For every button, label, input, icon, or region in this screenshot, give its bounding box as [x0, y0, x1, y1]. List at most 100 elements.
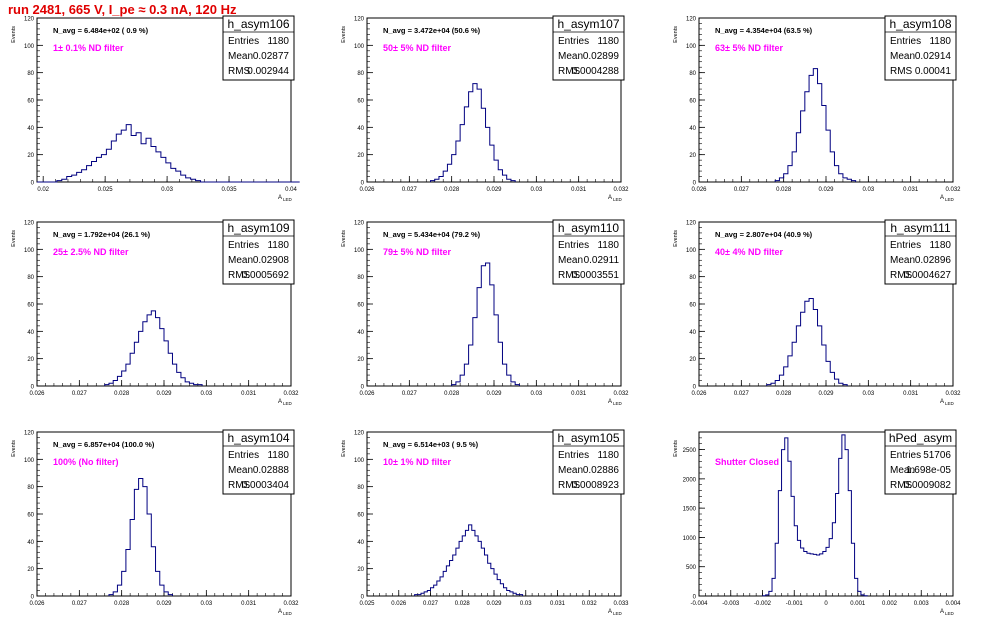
y-tick-label: 80: [27, 71, 34, 77]
y-tick-label: 120: [686, 221, 697, 227]
x-tick-label: 0.031: [241, 391, 257, 397]
histogram-panel-h_asym104: 0 20 40 60 80 100 120 0.026 0.027 0.028 0.029 0.03 0…: [11, 429, 299, 616]
x-tick-label: 0.028: [114, 391, 130, 397]
y-tick-label: 80: [27, 275, 34, 281]
y-tick-label: 0: [361, 385, 365, 391]
stats-title: h_asym107: [557, 17, 619, 31]
x-tick-label: -0.002: [754, 601, 772, 607]
stats-key: Entries: [890, 240, 921, 251]
y-tick-label: 0: [31, 595, 35, 601]
y-tick-label: 100: [354, 44, 365, 50]
y-tick-label: 0: [693, 385, 697, 391]
y-axis-title: Events: [341, 440, 347, 457]
stats-value: 0.002944: [247, 66, 289, 77]
y-tick-label: 120: [354, 17, 365, 23]
x-axis-subscript: LED: [283, 611, 293, 616]
histogram-line: [37, 124, 300, 183]
y-tick-label: 100: [686, 248, 697, 254]
stats-key: Mean: [228, 255, 253, 266]
stats-key: Mean: [558, 465, 583, 476]
y-tick-label: 20: [27, 567, 34, 573]
x-tick-label: 0.032: [613, 187, 629, 193]
y-tick-label: 2500: [683, 448, 697, 454]
x-axis-subscript: LED: [945, 197, 955, 202]
stats-key: RMS: [890, 270, 913, 281]
y-tick-label: 20: [27, 357, 34, 363]
stats-value: 0.0003404: [242, 480, 290, 491]
y-tick-label: 100: [686, 44, 697, 50]
stats-key: RMS: [558, 66, 581, 77]
y-tick-label: 20: [357, 153, 364, 159]
stats-value: 0.0005692: [242, 270, 290, 281]
histogram-line: [108, 477, 173, 596]
stats-key: RMS: [558, 270, 581, 281]
stats-key: Mean: [890, 465, 915, 476]
y-tick-label: 20: [689, 357, 696, 363]
x-tick-label: 0.001: [850, 601, 866, 607]
x-axis-title: A: [278, 195, 282, 201]
x-axis-title: A: [278, 609, 282, 615]
stats-key: RMS: [558, 480, 581, 491]
stats-key: RMS: [228, 480, 251, 491]
histogram-line: [762, 434, 868, 597]
y-tick-label: 1000: [683, 536, 697, 542]
stats-value: 0.02877: [253, 51, 290, 62]
y-axis-title: Events: [673, 26, 679, 43]
stats-value: 51706: [923, 450, 951, 461]
y-tick-label: 80: [689, 71, 696, 77]
y-tick-label: 120: [354, 221, 365, 227]
filter-label: 79± 5% ND filter: [383, 247, 451, 257]
x-tick-label: 0.03: [520, 601, 532, 607]
stats-key: Entries: [890, 36, 921, 47]
x-tick-label: 0.026: [359, 391, 375, 397]
x-tick-label: 0: [824, 601, 828, 607]
x-axis-title: A: [940, 195, 944, 201]
histogram-panel-h_asym105: 0 20 40 60 80 100 120 0.025 0.026 0.027 0.028 0.029…: [341, 429, 629, 616]
stats-value: 0.02899: [583, 51, 620, 62]
x-tick-label: 0.028: [776, 391, 792, 397]
x-tick-label: 0.029: [486, 187, 502, 193]
y-tick-label: 40: [357, 126, 364, 132]
histogram-line: [766, 298, 848, 386]
x-tick-label: 0.028: [444, 187, 460, 193]
x-tick-label: 0.027: [72, 391, 88, 397]
y-tick-label: 40: [27, 330, 34, 336]
histogram-panel-h_asym106: 0 20 40 60 80 100 120 0.02 0.025 0.03 0.035 0.04 Eve…: [11, 15, 300, 202]
stats-key: Mean: [228, 51, 253, 62]
y-tick-label: 80: [27, 485, 34, 491]
stats-value: 0.02911: [584, 255, 620, 266]
x-tick-label: 0.035: [222, 187, 238, 193]
stats-title: h_asym109: [227, 221, 289, 235]
x-tick-label: 0.032: [283, 391, 299, 397]
stats-value: 0.02908: [253, 255, 290, 266]
x-tick-label: 0.025: [98, 187, 114, 193]
x-tick-label: 0.031: [241, 601, 257, 607]
y-tick-label: 40: [357, 540, 364, 546]
x-axis-subscript: LED: [613, 401, 623, 406]
stats-value: 1180: [267, 450, 289, 461]
y-tick-label: 40: [689, 126, 696, 132]
y-tick-label: 20: [27, 153, 34, 159]
x-axis-subscript: LED: [613, 611, 623, 616]
x-tick-label: 0.031: [550, 601, 566, 607]
stats-value: 0.0004288: [572, 66, 620, 77]
y-tick-label: 60: [357, 513, 364, 519]
x-tick-label: 0.029: [818, 391, 834, 397]
x-tick-label: 0.03: [862, 391, 874, 397]
histogram-line: [774, 68, 857, 182]
y-tick-label: 100: [354, 458, 365, 464]
y-tick-label: 500: [686, 565, 697, 571]
stats-title: h_asym108: [889, 17, 951, 31]
stats-key: RMS: [890, 66, 913, 77]
stats-value: 0.00041: [915, 66, 952, 77]
filter-label: 10± 1% ND filter: [383, 457, 451, 467]
stats-key: Entries: [558, 450, 589, 461]
stats-title: h_asym105: [557, 431, 619, 445]
stats-key: Mean: [228, 465, 253, 476]
x-tick-label: 0.002: [882, 601, 898, 607]
x-tick-label: 0.032: [283, 601, 299, 607]
filter-label: 25± 2.5% ND filter: [53, 247, 129, 257]
stats-title: h_asym104: [227, 431, 289, 445]
histogram-line: [414, 524, 524, 596]
x-tick-label: 0.031: [903, 187, 919, 193]
